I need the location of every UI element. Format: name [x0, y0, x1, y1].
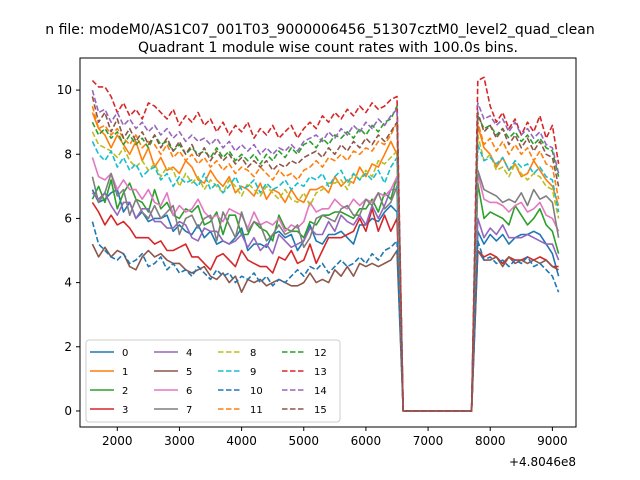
y-tick-label: 6 — [64, 211, 72, 225]
x-tick-label: 7000 — [413, 434, 444, 448]
x-tick-label: 2000 — [102, 434, 133, 448]
legend-label-9: 9 — [250, 367, 256, 378]
x-tick-label: 4000 — [226, 434, 257, 448]
legend-label-1: 1 — [122, 367, 128, 378]
series-line-8 — [91, 131, 560, 412]
series-line-5 — [91, 243, 559, 412]
series-line-6 — [91, 157, 560, 412]
y-tick-label: 10 — [57, 83, 72, 97]
series-line-13 — [91, 76, 560, 412]
x-tick-label: 5000 — [288, 434, 319, 448]
series-line-9 — [91, 141, 560, 412]
y-tick-label: 4 — [64, 276, 72, 290]
x-tick-label: 6000 — [351, 434, 382, 448]
legend-label-15: 15 — [314, 405, 327, 416]
legend-label-4: 4 — [186, 348, 192, 359]
legend-label-7: 7 — [186, 405, 192, 416]
legend-label-10: 10 — [250, 386, 263, 397]
series-line-7 — [91, 169, 560, 412]
legend-label-13: 13 — [314, 367, 327, 378]
series-layer — [91, 76, 560, 412]
x-tick-label: 3000 — [164, 434, 195, 448]
series-line-14 — [91, 89, 560, 412]
legend-label-8: 8 — [250, 348, 256, 359]
legend-label-2: 2 — [122, 386, 128, 397]
legend-label-5: 5 — [186, 367, 192, 378]
series-line-4 — [91, 188, 560, 412]
series-line-15 — [91, 96, 560, 412]
legend-label-11: 11 — [250, 405, 263, 416]
series-line-12 — [91, 105, 560, 412]
series-line-3 — [91, 201, 559, 412]
series-line-11 — [91, 105, 560, 412]
x-tick-label: 8000 — [475, 434, 506, 448]
x-tick-label: 9000 — [537, 434, 568, 448]
y-tick-label: 8 — [64, 147, 72, 161]
legend-label-0: 0 — [122, 348, 128, 359]
x-axis-offset-label: +4.8046e8 — [509, 455, 576, 469]
y-tick-label: 2 — [64, 340, 72, 354]
y-tick-label: 0 — [64, 404, 72, 418]
legend-box — [85, 339, 341, 423]
plot-frame — [79, 57, 577, 428]
chart-title: Quadrant 1 module wise count rates with … — [138, 40, 518, 56]
series-line-10 — [91, 221, 560, 412]
figure-suptitle: n file: modeM0/AS1C07_001T03_9000006456_… — [45, 22, 594, 38]
legend-label-6: 6 — [186, 386, 192, 397]
legend-label-3: 3 — [122, 405, 128, 416]
series-line-0 — [91, 188, 560, 412]
legend-label-12: 12 — [314, 348, 327, 359]
legend-label-14: 14 — [314, 386, 327, 397]
